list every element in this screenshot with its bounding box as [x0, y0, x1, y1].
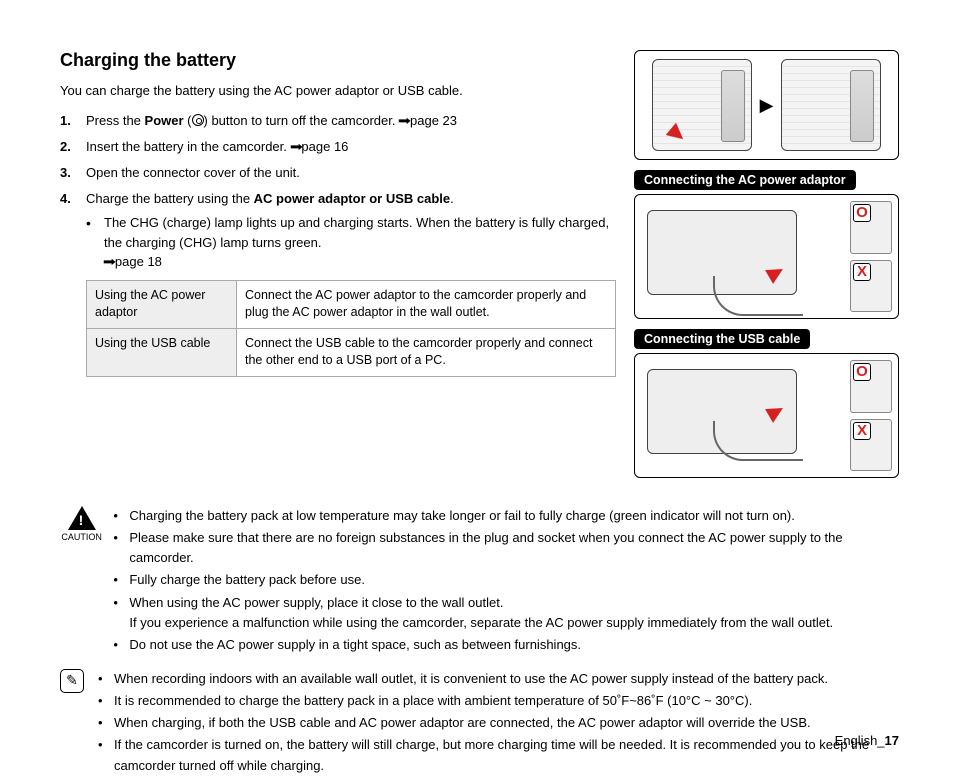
note-icon-wrapper: ✎	[60, 669, 84, 778]
caution-icon: CAUTION	[60, 506, 103, 657]
figure-usb: O X	[634, 353, 899, 478]
incorrect-box: X	[850, 419, 892, 472]
page-label: English_	[835, 733, 885, 748]
caution-item-text: When using the AC power supply, place it…	[129, 595, 503, 610]
step-1: Press the Power () button to turn off th…	[60, 111, 616, 131]
step-2: Insert the battery in the camcorder. ➡pa…	[60, 137, 616, 157]
table-cell-usb-desc: Connect the USB cable to the camcorder p…	[237, 328, 616, 376]
note-block: ✎ When recording indoors with an availab…	[60, 669, 899, 778]
connection-table: Using the AC power adaptor Connect the A…	[86, 280, 616, 377]
step-4-sub-text: The CHG (charge) lamp lights up and char…	[104, 215, 609, 250]
correct-box: O	[850, 360, 892, 413]
step-4-sub: The CHG (charge) lamp lights up and char…	[86, 213, 616, 272]
step-4-text-a: Charge the battery using the	[86, 191, 254, 206]
table-cell-ac-label: Using the AC power adaptor	[87, 280, 237, 328]
note-icon: ✎	[60, 669, 84, 693]
caution-item: Fully charge the battery pack before use…	[113, 570, 899, 590]
x-mark: X	[853, 263, 871, 281]
page-num-value: 17	[885, 733, 899, 748]
table-cell-usb-label: Using the USB cable	[87, 328, 237, 376]
step-2-ref: page 16	[301, 139, 348, 154]
note-item: When charging, if both the USB cable and…	[98, 713, 899, 733]
caution-item: When using the AC power supply, place it…	[113, 593, 899, 633]
step-2-text: Insert the battery in the camcorder.	[86, 139, 291, 154]
step-4-text-c: .	[450, 191, 454, 206]
ac-section-label: Connecting the AC power adaptor	[634, 170, 856, 190]
step-3: Open the connector cover of the unit.	[60, 163, 616, 183]
step-4-sub-ref: page 18	[115, 254, 162, 269]
table-row: Using the USB cable Connect the USB cabl…	[87, 328, 616, 376]
correct-incorrect-column: O X	[850, 360, 892, 471]
arrow-icon: ➡	[398, 111, 411, 131]
caution-item-text: If you experience a malfunction while us…	[129, 615, 833, 630]
red-arrow-icon	[765, 401, 787, 423]
red-arrow-icon	[665, 123, 688, 146]
figure-top: ▶	[634, 50, 899, 160]
cable-illustration	[713, 421, 803, 461]
o-mark: O	[853, 204, 871, 222]
x-mark: X	[853, 422, 871, 440]
caution-label: CAUTION	[61, 532, 102, 542]
arrow-icon: ➡	[103, 252, 116, 272]
caution-list: Charging the battery pack at low tempera…	[113, 506, 899, 657]
power-icon	[192, 114, 204, 126]
page-title: Charging the battery	[60, 50, 616, 71]
steps-list: Press the Power () button to turn off th…	[60, 111, 616, 377]
incorrect-box: X	[850, 260, 892, 313]
step-1-ref: page 23	[410, 113, 457, 128]
note-item: When recording indoors with an available…	[98, 669, 899, 689]
intro-text: You can charge the battery using the AC …	[60, 81, 616, 101]
table-row: Using the AC power adaptor Connect the A…	[87, 280, 616, 328]
caution-block: CAUTION Charging the battery pack at low…	[60, 506, 899, 657]
caution-item: Charging the battery pack at low tempera…	[113, 506, 899, 526]
figure-ac: O X	[634, 194, 899, 319]
page-number: English_17	[835, 733, 899, 748]
note-item: If the camcorder is turned on, the batte…	[98, 735, 899, 775]
device-illustration	[652, 59, 752, 151]
table-cell-ac-desc: Connect the AC power adaptor to the camc…	[237, 280, 616, 328]
step-4-bold: AC power adaptor or USB cable	[254, 191, 450, 206]
power-label: Power	[145, 113, 184, 128]
step-1-text-a: Press the	[86, 113, 145, 128]
usb-section-label: Connecting the USB cable	[634, 329, 810, 349]
note-list: When recording indoors with an available…	[98, 669, 899, 778]
warning-triangle-icon	[68, 506, 96, 530]
arrow-icon: ➡	[289, 137, 302, 157]
o-mark: O	[853, 363, 871, 381]
correct-box: O	[850, 201, 892, 254]
note-item: It is recommended to charge the battery …	[98, 691, 899, 711]
triangle-icon: ▶	[760, 95, 774, 116]
step-1-text-b: button to turn off the camcorder.	[208, 113, 399, 128]
cable-illustration	[713, 276, 803, 316]
caution-item: Please make sure that there are no forei…	[113, 528, 899, 568]
correct-incorrect-column: O X	[850, 201, 892, 312]
caution-item: Do not use the AC power supply in a tigh…	[113, 635, 899, 655]
step-4: Charge the battery using the AC power ad…	[60, 189, 616, 377]
device-illustration	[781, 59, 881, 151]
